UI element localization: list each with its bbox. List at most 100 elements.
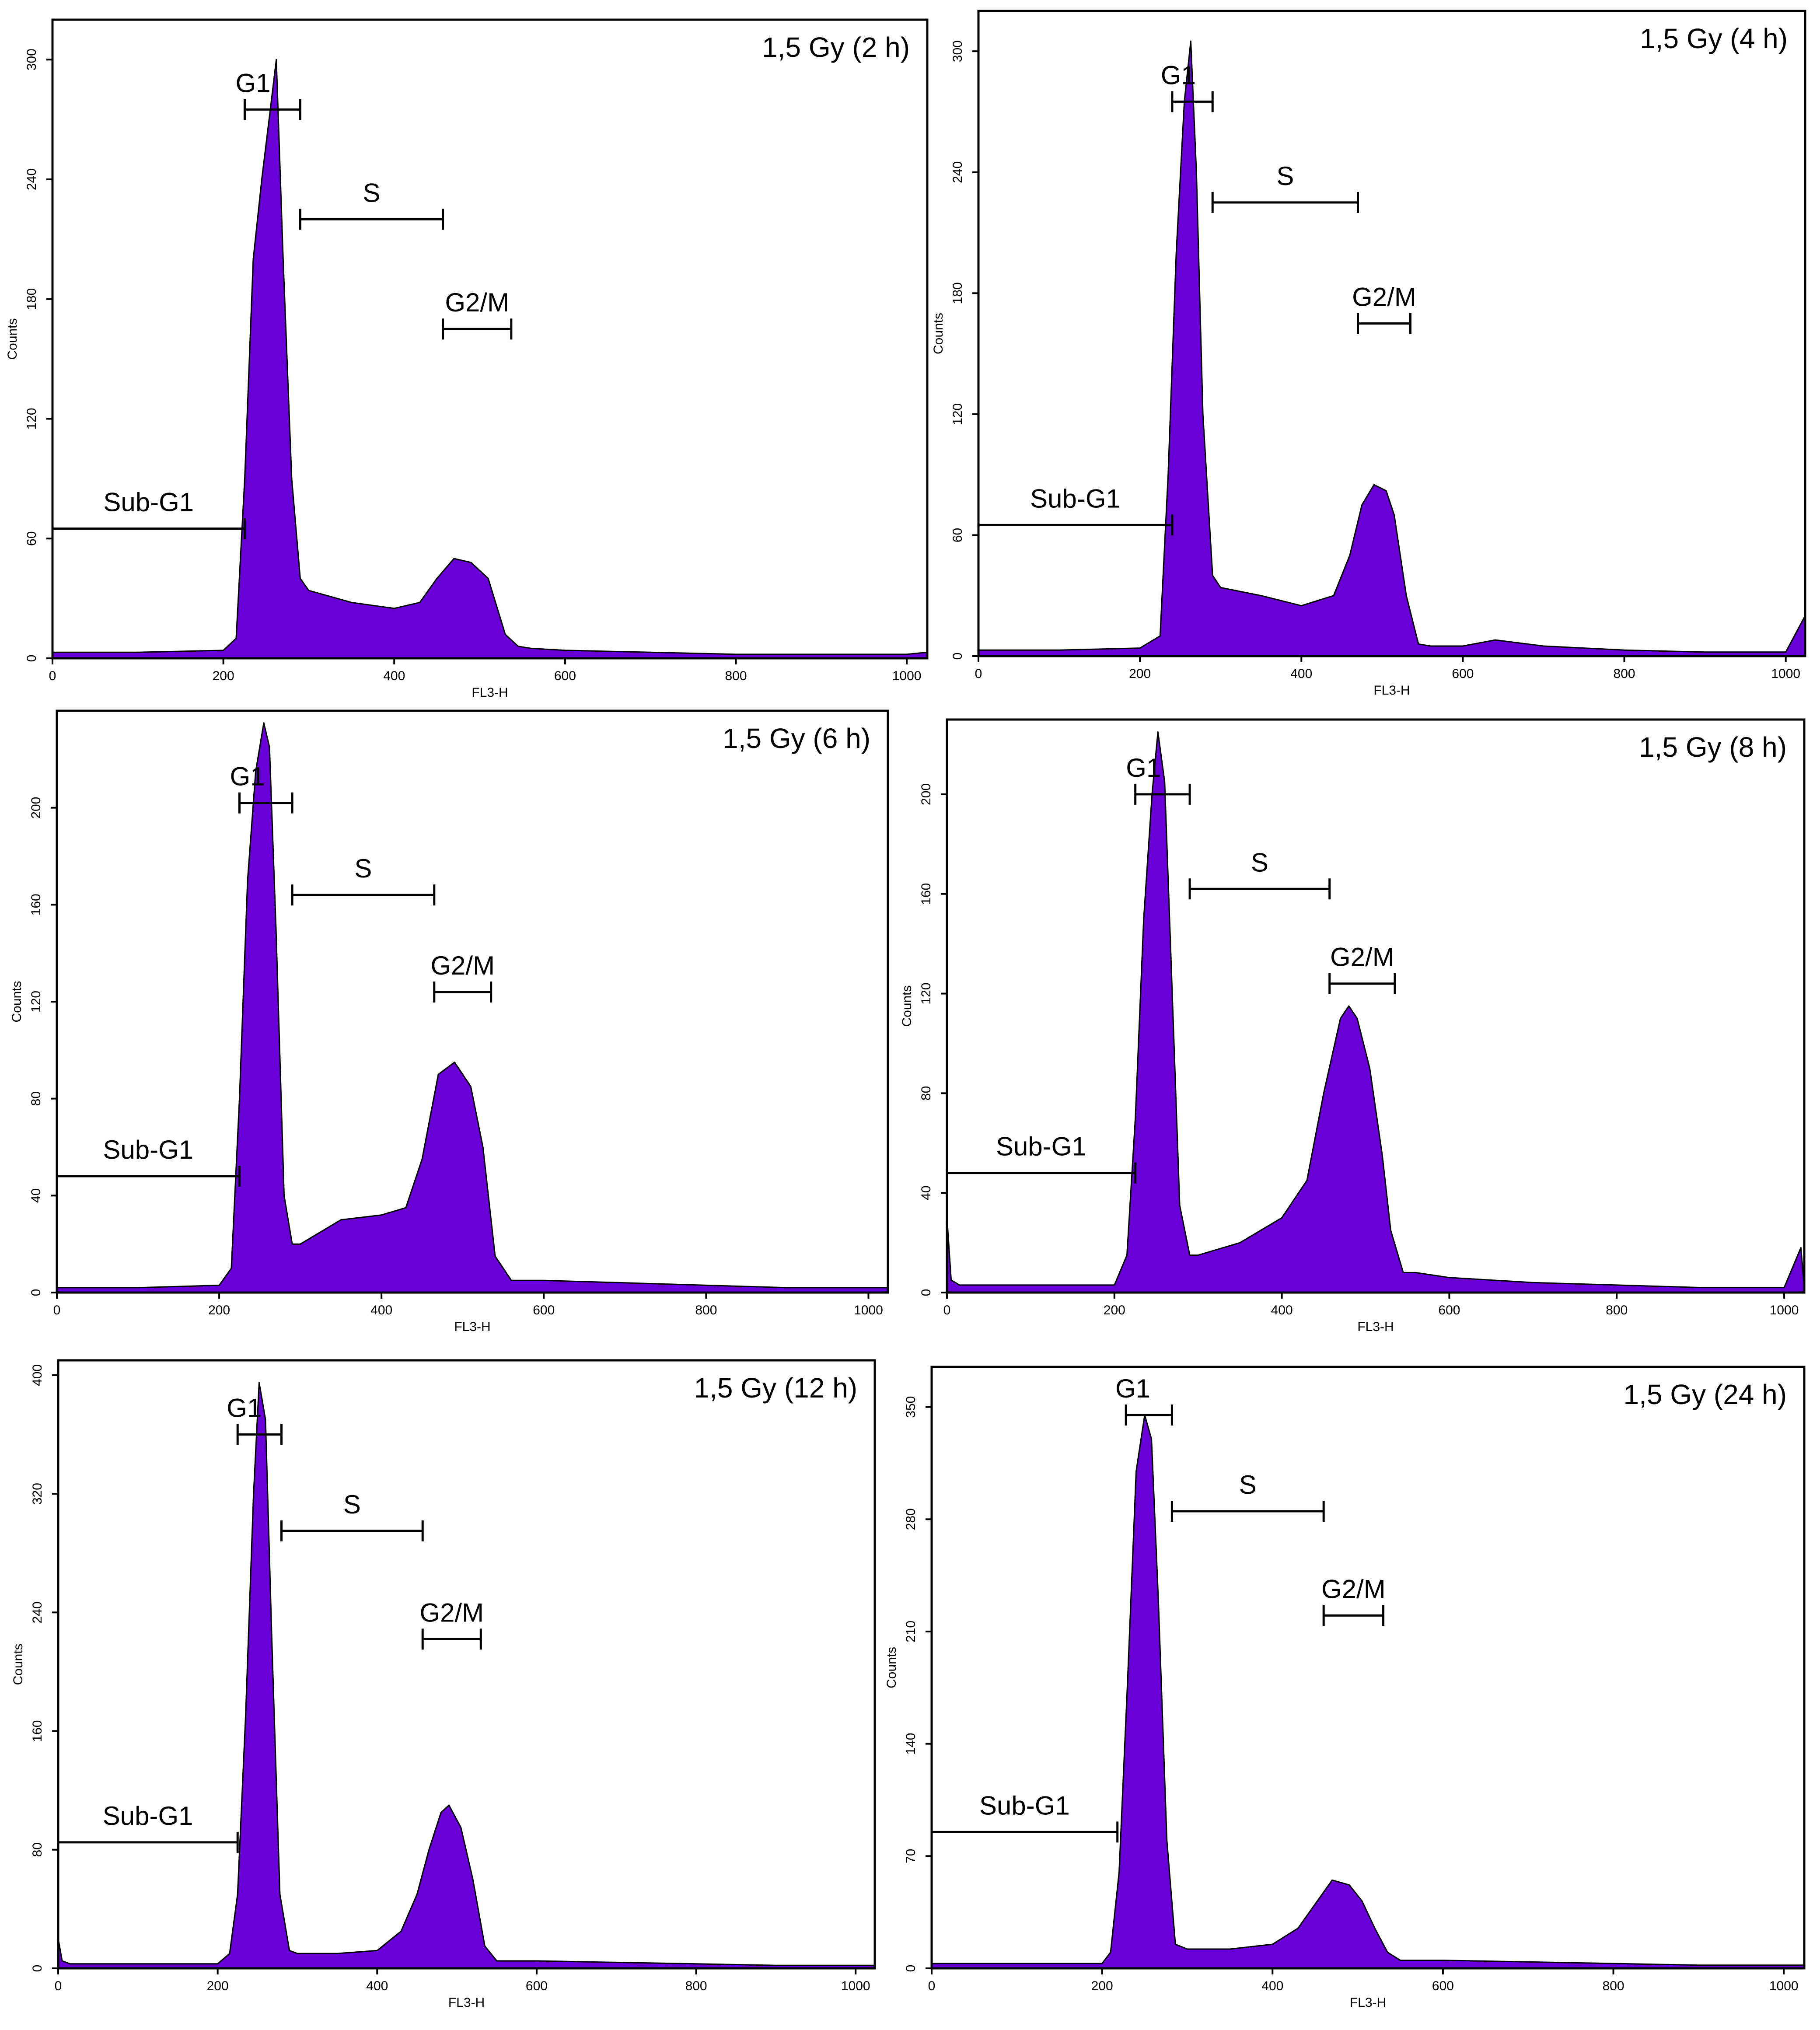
x-tick-label: 400 (1290, 667, 1312, 681)
histogram-panel-6: 0 200 400 600 800 1000 FL3-H 0 70 140 210 280 350 Cou… (884, 1366, 1806, 2010)
y-tick-label: 0 (904, 1965, 918, 1972)
y-tick-label: 120 (24, 408, 39, 430)
y-tick-label: 180 (24, 288, 39, 310)
gate-label: Sub-G1 (103, 1801, 193, 1831)
x-tick-label: 200 (207, 1979, 229, 1993)
gate-s: S (1170, 1470, 1325, 1522)
x-tick-label: 600 (1452, 667, 1474, 681)
y-tick-label: 320 (30, 1483, 45, 1505)
x-tick-label: 1000 (841, 1979, 870, 1993)
gate-s: S (1188, 848, 1331, 900)
histogram-panel-4: 0 200 400 600 800 1000 FL3-H 0 40 80 120 160 200 Coun… (900, 718, 1806, 1334)
gate-label: S (1276, 161, 1294, 191)
y-tick-label: 300 (24, 49, 39, 70)
panel-title: 1,5 Gy (4 h) (1640, 23, 1788, 54)
gate-label: S (343, 1490, 361, 1519)
y-tick-label: 200 (919, 783, 933, 805)
y-tick-label: 0 (24, 655, 39, 662)
y-axis-label: Counts (5, 318, 20, 360)
gate-label: S (354, 854, 372, 883)
y-tick-label: 0 (919, 1289, 933, 1296)
gate-g2-m: G2/M (1328, 943, 1396, 994)
x-tick-label: 400 (366, 1979, 388, 1993)
gate-label: G1 (1161, 60, 1196, 90)
gate-g1: G1 (230, 762, 293, 814)
y-tick-label: 280 (904, 1508, 918, 1530)
y-tick-label: 300 (950, 40, 965, 62)
x-axis-label: FL3-H (1357, 1320, 1394, 1334)
gate-g1: G1 (227, 1394, 283, 1445)
x-tick-label: 200 (1091, 1979, 1113, 1993)
x-tick-label: 400 (1271, 1303, 1293, 1317)
y-tick-label: 80 (30, 1842, 45, 1857)
gate-g1: G1 (1126, 753, 1191, 805)
x-tick-label: 1000 (854, 1303, 883, 1317)
x-tick-label: 0 (943, 1303, 951, 1317)
x-axis-label: FL3-H (472, 685, 508, 700)
y-tick-label: 120 (919, 982, 933, 1004)
plot-border (977, 10, 1806, 657)
gate-label: Sub-G1 (103, 487, 194, 517)
x-tick-label: 800 (695, 1303, 717, 1317)
y-tick-label: 0 (30, 1965, 45, 1972)
plot-border (930, 1366, 1806, 1970)
x-tick-label: 200 (1104, 1303, 1125, 1317)
x-tick-label: 0 (975, 667, 982, 681)
gate-label: G1 (227, 1394, 262, 1423)
x-tick-label: 0 (49, 669, 56, 683)
y-axis-label: Counts (900, 985, 914, 1027)
y-tick-label: 80 (919, 1086, 933, 1101)
x-tick-label: 400 (370, 1303, 392, 1317)
x-tick-label: 200 (213, 669, 234, 683)
gate-g1: G1 (1115, 1374, 1173, 1426)
y-tick-label: 60 (24, 531, 39, 546)
panel-title: 1,5 Gy (8 h) (1639, 731, 1787, 763)
y-tick-label: 180 (950, 282, 965, 304)
y-tick-label: 120 (950, 403, 965, 425)
histogram-area (57, 1382, 876, 1969)
x-tick-label: 600 (533, 1303, 555, 1317)
y-tick-label: 160 (30, 1720, 45, 1742)
gate-sub-g1: Sub-G1 (930, 1791, 1119, 1843)
x-tick-label: 200 (208, 1303, 230, 1317)
y-tick-label: 240 (950, 161, 965, 183)
gate-s: S (280, 1490, 424, 1541)
y-tick-label: 350 (904, 1396, 918, 1418)
panel-title: 1,5 Gy (6 h) (723, 723, 870, 754)
x-tick-label: 800 (1606, 1303, 1628, 1317)
x-tick-label: 800 (685, 1979, 707, 1993)
y-tick-label: 0 (29, 1289, 43, 1296)
gate-label: G2/M (419, 1598, 484, 1627)
histogram-area (946, 731, 1805, 1293)
y-tick-label: 160 (919, 883, 933, 905)
x-tick-label: 600 (1432, 1979, 1454, 1993)
gate-label: G1 (235, 68, 270, 98)
x-axis-label: FL3-H (1373, 683, 1410, 698)
y-tick-label: 40 (29, 1188, 43, 1203)
gate-label: G1 (1126, 753, 1161, 783)
gate-s: S (299, 178, 444, 230)
y-tick-label: 210 (904, 1621, 918, 1642)
gate-label: G1 (230, 762, 265, 791)
gate-label: G2/M (445, 288, 509, 317)
x-tick-label: 800 (1603, 1979, 1624, 1993)
gate-s: S (1211, 161, 1359, 213)
x-tick-label: 1000 (1770, 1303, 1799, 1317)
y-tick-label: 40 (919, 1185, 933, 1200)
histogram-area (56, 722, 889, 1293)
gate-label: G2/M (1321, 1574, 1386, 1604)
x-tick-label: 1000 (892, 669, 922, 683)
gate-g2-m: G2/M (442, 288, 513, 340)
x-axis-label: FL3-H (448, 1995, 485, 2010)
x-tick-label: 200 (1129, 667, 1151, 681)
histogram-area (978, 40, 1806, 657)
gate-g2-m: G2/M (419, 1598, 484, 1650)
histogram-panel-1: 0 200 400 600 800 1000 FL3-H 0 60 120 180 240 300 Cou… (5, 18, 929, 700)
gate-label: S (363, 178, 380, 207)
panel-title: 1,5 Gy (2 h) (762, 31, 910, 63)
y-tick-label: 400 (30, 1364, 45, 1386)
x-tick-label: 600 (1438, 1303, 1460, 1317)
gate-g2-m: G2/M (1321, 1574, 1386, 1626)
y-axis-label: Counts (931, 313, 946, 354)
